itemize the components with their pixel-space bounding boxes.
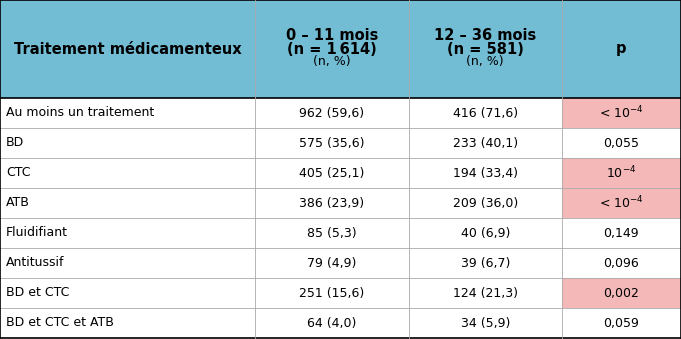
Text: 64 (4,0): 64 (4,0) (307, 317, 357, 330)
Bar (0, 248, 681, 278)
Text: < $10^{-4}$: < $10^{-4}$ (599, 195, 644, 211)
Text: (n = 581): (n = 581) (447, 41, 524, 57)
Bar (0, 158, 681, 188)
Text: 251 (15,6): 251 (15,6) (300, 286, 364, 299)
Text: 34 (5,9): 34 (5,9) (460, 317, 510, 330)
Text: $10^{-4}$: $10^{-4}$ (606, 165, 637, 181)
Text: 39 (6,7): 39 (6,7) (460, 257, 510, 270)
Text: ATB: ATB (6, 197, 30, 210)
Text: 0,149: 0,149 (603, 226, 639, 239)
Text: 962 (59,6): 962 (59,6) (300, 106, 364, 120)
Text: 209 (36,0): 209 (36,0) (453, 197, 518, 210)
Text: 386 (23,9): 386 (23,9) (300, 197, 364, 210)
Bar (0, 188, 681, 218)
Text: BD et CTC: BD et CTC (6, 286, 69, 299)
Bar (562, 158, 681, 188)
Bar (562, 278, 681, 308)
Text: 0 – 11 mois: 0 – 11 mois (286, 28, 378, 43)
Text: 0,055: 0,055 (603, 137, 639, 149)
Text: 79 (4,9): 79 (4,9) (307, 257, 357, 270)
Text: CTC: CTC (6, 166, 31, 179)
Text: (n, %): (n, %) (313, 56, 351, 68)
Text: Au moins un traitement: Au moins un traitement (6, 106, 155, 120)
Text: 194 (33,4): 194 (33,4) (453, 166, 518, 179)
Bar (0, 98, 681, 128)
Bar (562, 98, 681, 128)
Bar (0, 0, 681, 98)
Text: 0,096: 0,096 (603, 257, 639, 270)
Bar (0, 278, 681, 308)
Text: 12 – 36 mois: 12 – 36 mois (434, 28, 537, 43)
Text: BD: BD (6, 137, 25, 149)
Text: 575 (35,6): 575 (35,6) (299, 137, 365, 149)
Text: Fluidifiant: Fluidifiant (6, 226, 68, 239)
Bar (0, 308, 681, 338)
Text: < $10^{-4}$: < $10^{-4}$ (599, 105, 644, 121)
Text: (n = 1 614): (n = 1 614) (287, 41, 377, 57)
Text: Antitussif: Antitussif (6, 257, 65, 270)
Text: 233 (40,1): 233 (40,1) (453, 137, 518, 149)
Text: p: p (616, 41, 627, 57)
Text: 85 (5,3): 85 (5,3) (307, 226, 357, 239)
Text: 416 (71,6): 416 (71,6) (453, 106, 518, 120)
Text: 40 (6,9): 40 (6,9) (460, 226, 510, 239)
Bar (0, 128, 681, 158)
Text: 124 (21,3): 124 (21,3) (453, 286, 518, 299)
Text: BD et CTC et ATB: BD et CTC et ATB (6, 317, 114, 330)
Text: 405 (25,1): 405 (25,1) (300, 166, 364, 179)
Text: Traitement médicamenteux: Traitement médicamenteux (14, 41, 242, 57)
Text: 0,059: 0,059 (603, 317, 639, 330)
Bar (562, 188, 681, 218)
Bar (0, 218, 681, 248)
Text: (n, %): (n, %) (466, 56, 504, 68)
Text: 0,002: 0,002 (603, 286, 639, 299)
